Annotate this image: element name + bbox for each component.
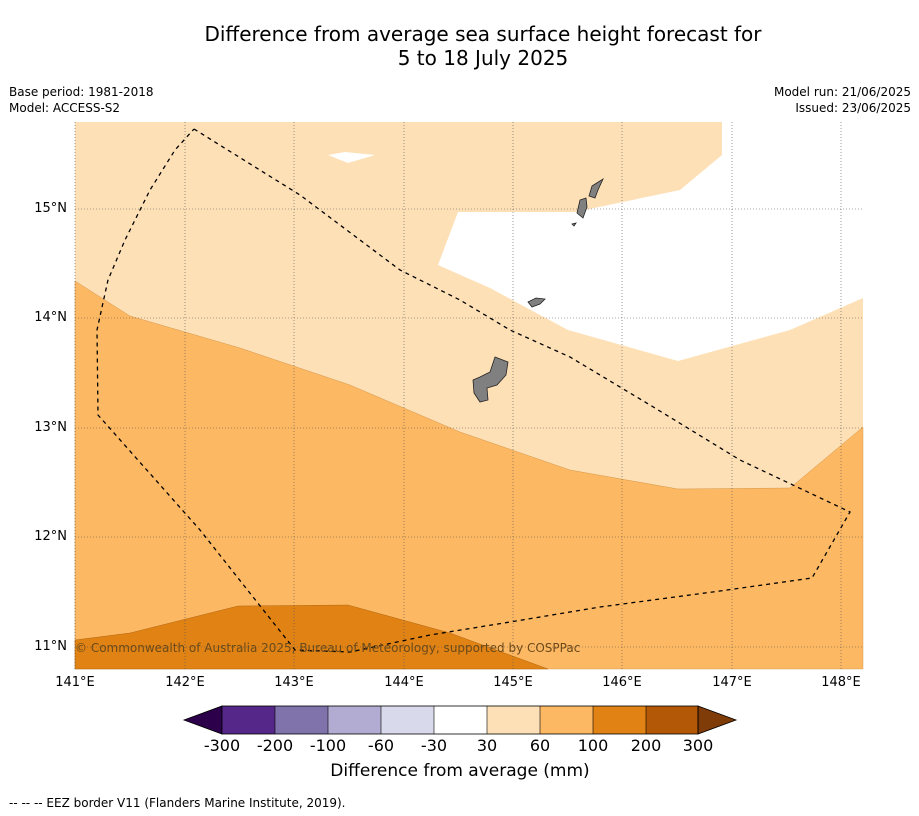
colorbar-tick-label: 30 (476, 736, 498, 755)
eez-legend-footer: -- -- -- EEZ border V11 (Flanders Marine… (9, 796, 346, 810)
meta-left: Base period: 1981-2018 Model: ACCESS-S2 (9, 84, 154, 116)
colorbar-min-arrow (182, 705, 223, 735)
band-near-average (438, 122, 863, 361)
band-100-200 (74, 604, 549, 670)
issued-date: Issued: 23/06/2025 (795, 101, 911, 115)
colorbar-segment (434, 706, 487, 734)
colorbar-tick-label: -100 (309, 736, 347, 755)
lat-label-13n: 13°N (34, 420, 67, 435)
title-line-1: Difference from average sea surface heig… (204, 22, 762, 46)
colorbar-segment (328, 706, 381, 734)
aguijan-island (571, 222, 577, 227)
model-run: Model run: 21/06/2025 (773, 85, 911, 99)
title-line-2: 5 to 18 July 2025 (397, 46, 569, 70)
colorbar-segment (275, 706, 328, 734)
lon-label-146e: 146°E (602, 675, 642, 690)
copyright-notice: © Commonwealth of Australia 2025, Bureau… (75, 641, 581, 655)
colorbar-segment (593, 706, 646, 734)
colorbar-tick-label: 300 (682, 736, 714, 755)
band-patch (328, 152, 375, 163)
rota-island (527, 297, 546, 308)
colorbar-tick-label: 60 (529, 736, 551, 755)
eez-border (96, 128, 851, 653)
colorbar-tick-label: 200 (630, 736, 662, 755)
colorbar-segment (381, 706, 434, 734)
colorbar-tick-label: 100 (577, 736, 609, 755)
band-60-100 (74, 280, 864, 670)
lat-label-14n: 14°N (34, 310, 67, 325)
colorbar-segment (540, 706, 593, 734)
guam-island (472, 356, 509, 403)
meta-right: Model run: 21/06/2025 Issued: 23/06/2025 (774, 84, 911, 116)
lon-label-143e: 143°E (274, 675, 314, 690)
map-title: Difference from average sea surface heig… (0, 22, 919, 70)
tinian-island (576, 197, 588, 219)
colorbar-tick-label: -30 (420, 736, 448, 755)
base-period: Base period: 1981-2018 (9, 85, 154, 99)
colorbar-tick-label: -60 (367, 736, 395, 755)
lon-label-141e: 141°E (55, 675, 95, 690)
colorbar-tick-label: -300 (203, 736, 241, 755)
lat-label-15n: 15°N (34, 201, 67, 216)
colorbar-segment (487, 706, 540, 734)
lon-label-142e: 142°E (165, 675, 205, 690)
colorbar (182, 705, 738, 735)
colorbar-segment (646, 706, 698, 734)
lon-label-147e: 147°E (712, 675, 752, 690)
lon-label-145e: 145°E (493, 675, 533, 690)
islands (472, 177, 604, 403)
colorbar-tick-label: -200 (256, 736, 294, 755)
colorbar-max-arrow (697, 705, 738, 735)
graticule (74, 122, 863, 669)
lat-label-12n: 12°N (34, 529, 67, 544)
lat-label-11n: 11°N (34, 639, 67, 654)
colorbar-outline (221, 705, 699, 735)
lon-label-144e: 144°E (384, 675, 424, 690)
colorbar-title: Difference from average (mm) (330, 761, 590, 781)
colorbar-segment (222, 706, 275, 734)
model-name: Model: ACCESS-S2 (9, 101, 121, 115)
lon-label-148e: 148°E (821, 675, 861, 690)
saipan-island (588, 177, 604, 199)
